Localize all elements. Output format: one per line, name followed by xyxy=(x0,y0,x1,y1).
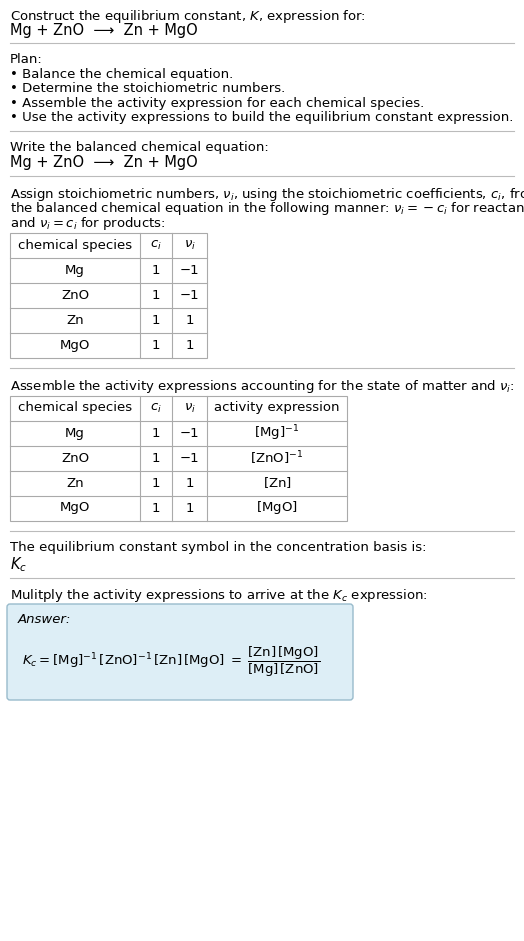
Text: 1: 1 xyxy=(185,502,194,515)
Text: 1: 1 xyxy=(152,339,160,352)
Text: $\nu_i$: $\nu_i$ xyxy=(183,239,195,252)
Text: $K_c$: $K_c$ xyxy=(10,555,27,574)
Text: Assemble the activity expressions accounting for the state of matter and $\nu_i$: Assemble the activity expressions accoun… xyxy=(10,378,515,395)
Text: Zn: Zn xyxy=(66,476,84,489)
Text: $[\mathrm{MgO}]$: $[\mathrm{MgO}]$ xyxy=(256,500,298,517)
Text: 1: 1 xyxy=(152,426,160,439)
Text: • Use the activity expressions to build the equilibrium constant expression.: • Use the activity expressions to build … xyxy=(10,111,514,124)
Text: Mg + ZnO  ⟶  Zn + MgO: Mg + ZnO ⟶ Zn + MgO xyxy=(10,23,198,38)
Text: $K_c = [\mathrm{Mg}]^{-1}\,[\mathrm{ZnO}]^{-1}\,[\mathrm{Zn}]\,[\mathrm{MgO}]\;=: $K_c = [\mathrm{Mg}]^{-1}\,[\mathrm{ZnO}… xyxy=(22,645,320,679)
Text: the balanced chemical equation in the following manner: $\nu_i = -c_i$ for react: the balanced chemical equation in the fo… xyxy=(10,200,524,217)
Text: $c_i$: $c_i$ xyxy=(150,402,162,415)
Text: Write the balanced chemical equation:: Write the balanced chemical equation: xyxy=(10,140,269,153)
Text: 1: 1 xyxy=(152,452,160,465)
Text: Mulitply the activity expressions to arrive at the $K_c$ expression:: Mulitply the activity expressions to arr… xyxy=(10,587,428,604)
Text: Answer:: Answer: xyxy=(18,613,71,626)
Text: 1: 1 xyxy=(152,476,160,489)
Text: • Balance the chemical equation.: • Balance the chemical equation. xyxy=(10,68,233,81)
Text: ZnO: ZnO xyxy=(61,452,89,465)
Text: Plan:: Plan: xyxy=(10,53,43,66)
Text: $[\mathrm{ZnO}]^{-1}$: $[\mathrm{ZnO}]^{-1}$ xyxy=(250,449,303,467)
Text: Construct the equilibrium constant, $K$, expression for:: Construct the equilibrium constant, $K$,… xyxy=(10,8,366,25)
Text: $\nu_i$: $\nu_i$ xyxy=(183,402,195,415)
Text: and $\nu_i = c_i$ for products:: and $\nu_i = c_i$ for products: xyxy=(10,215,166,231)
Text: 1: 1 xyxy=(152,264,160,277)
Text: −1: −1 xyxy=(180,452,199,465)
Text: activity expression: activity expression xyxy=(214,402,340,414)
Text: chemical species: chemical species xyxy=(18,402,132,414)
Text: ZnO: ZnO xyxy=(61,289,89,302)
Text: 1: 1 xyxy=(185,314,194,327)
Text: −1: −1 xyxy=(180,289,199,302)
Text: 1: 1 xyxy=(152,289,160,302)
Bar xyxy=(10,395,347,520)
Text: • Determine the stoichiometric numbers.: • Determine the stoichiometric numbers. xyxy=(10,82,285,95)
Text: Mg: Mg xyxy=(65,426,85,439)
Text: 1: 1 xyxy=(152,314,160,327)
Text: MgO: MgO xyxy=(60,339,90,352)
Text: 1: 1 xyxy=(152,502,160,515)
Text: MgO: MgO xyxy=(60,502,90,515)
Bar xyxy=(10,233,207,358)
Text: 1: 1 xyxy=(185,339,194,352)
Text: $c_i$: $c_i$ xyxy=(150,239,162,252)
Text: $[\mathrm{Zn}]$: $[\mathrm{Zn}]$ xyxy=(263,475,291,490)
Text: Mg + ZnO  ⟶  Zn + MgO: Mg + ZnO ⟶ Zn + MgO xyxy=(10,155,198,170)
Text: chemical species: chemical species xyxy=(18,239,132,252)
FancyBboxPatch shape xyxy=(7,604,353,700)
Text: Mg: Mg xyxy=(65,264,85,277)
Text: • Assemble the activity expression for each chemical species.: • Assemble the activity expression for e… xyxy=(10,97,424,109)
Text: $[\mathrm{Mg}]^{-1}$: $[\mathrm{Mg}]^{-1}$ xyxy=(255,423,300,443)
Text: −1: −1 xyxy=(180,264,199,277)
Text: 1: 1 xyxy=(185,476,194,489)
Text: Zn: Zn xyxy=(66,314,84,327)
Text: Assign stoichiometric numbers, $\nu_i$, using the stoichiometric coefficients, $: Assign stoichiometric numbers, $\nu_i$, … xyxy=(10,185,524,202)
Text: The equilibrium constant symbol in the concentration basis is:: The equilibrium constant symbol in the c… xyxy=(10,540,427,553)
Text: −1: −1 xyxy=(180,426,199,439)
